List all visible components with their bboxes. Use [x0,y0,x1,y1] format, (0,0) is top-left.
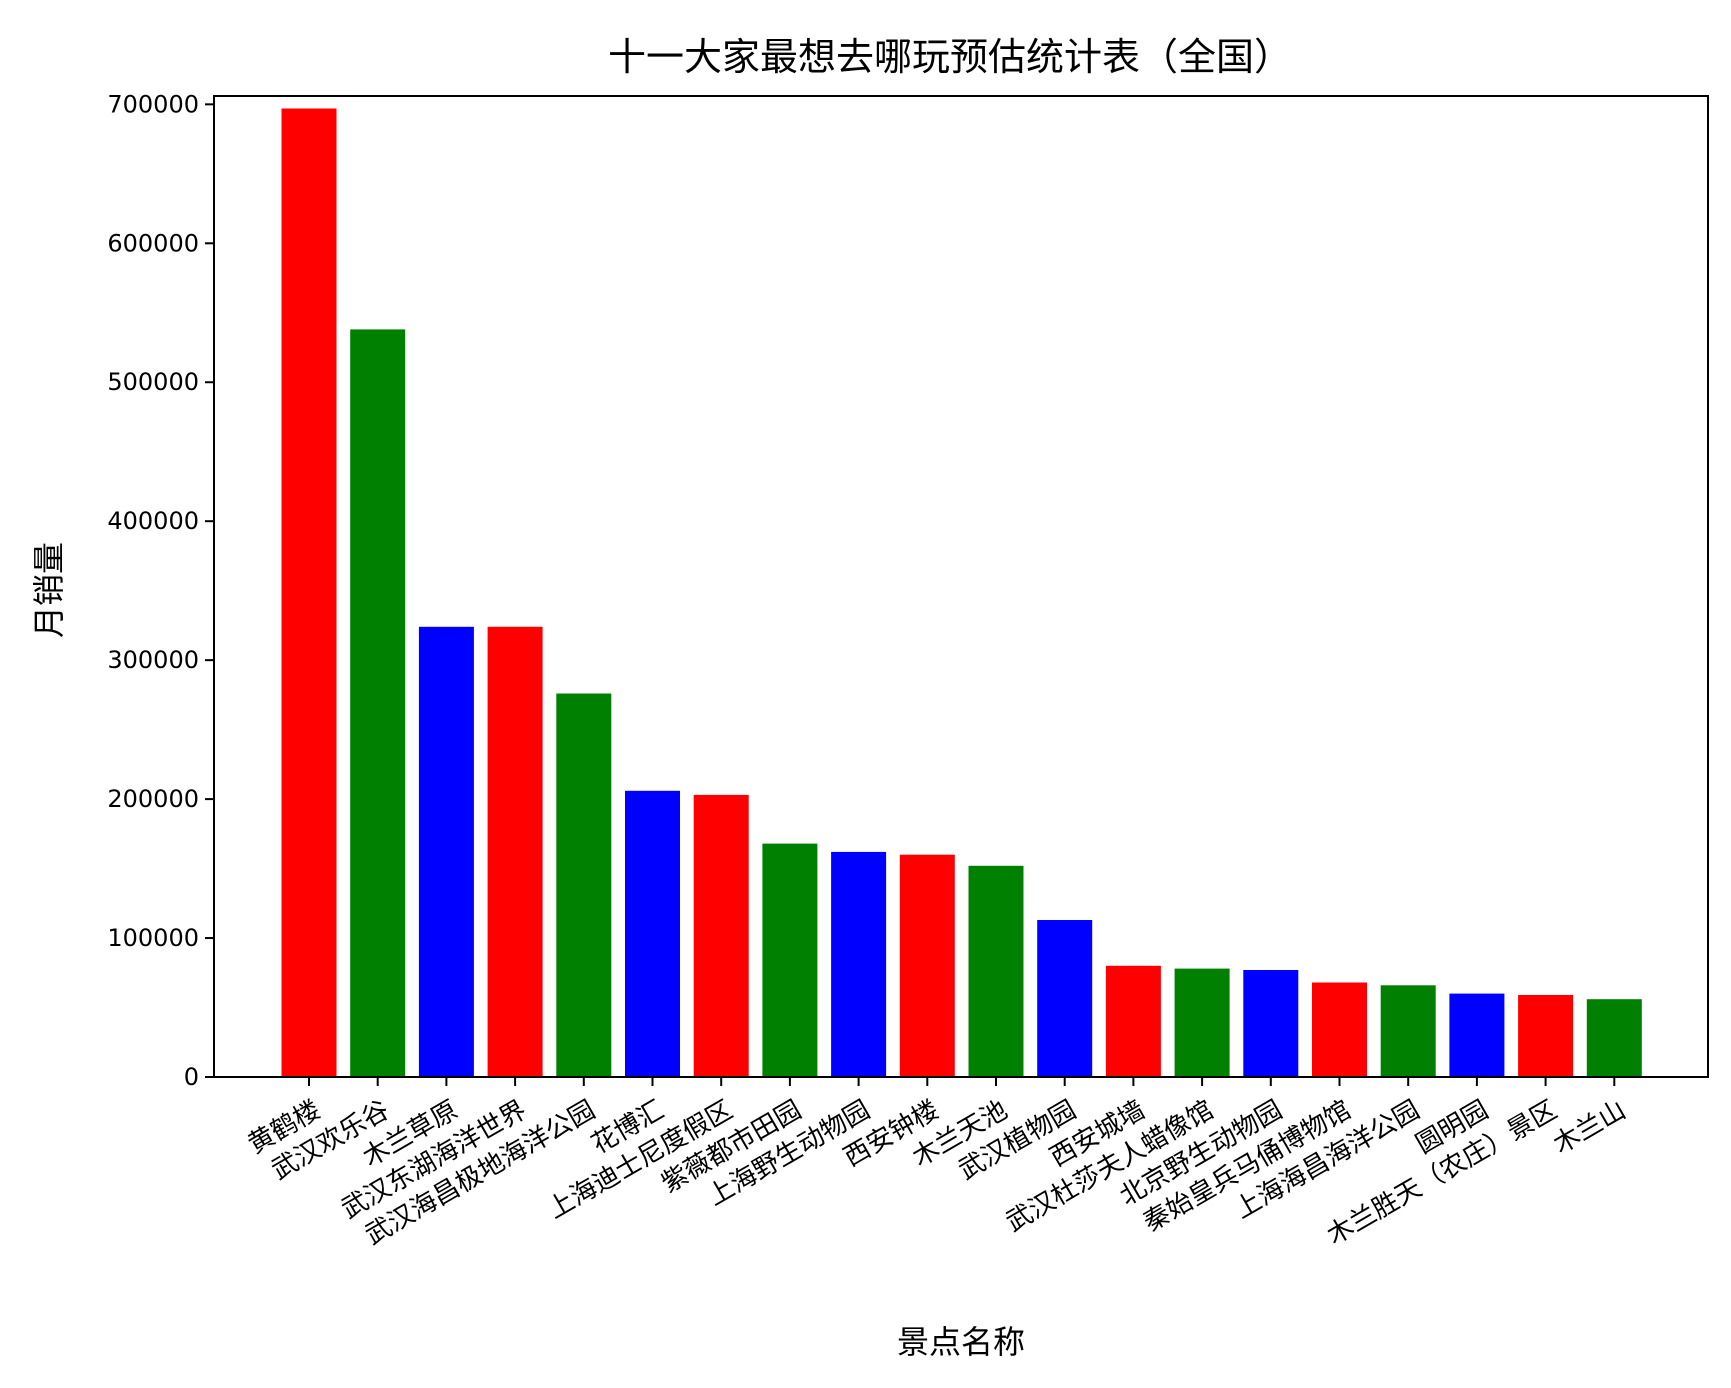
y-tick-label: 400000 [107,507,199,535]
plot-frame [213,95,1709,1078]
bar-9 [831,851,887,1077]
bar-15 [1243,970,1299,1077]
bar-13 [1105,965,1161,1077]
bar-3 [418,626,474,1077]
y-axis-label: 月销量 [30,542,68,638]
bar-1 [281,108,337,1077]
y-tick-label: 0 [184,1063,199,1091]
bar-16 [1312,982,1367,1077]
bar-2 [350,329,406,1077]
y-axis: 0 100000 200000 300000 400000 500000 600000 700… [107,90,214,1091]
y-tick-label: 100000 [107,924,199,952]
y-tick-label: 300000 [107,646,199,674]
bar-7 [693,794,749,1077]
bar-12 [1037,920,1093,1077]
bar-19 [1518,995,1574,1077]
x-axis-label: 景点名称 [897,1323,1025,1361]
bar-8 [762,843,818,1077]
bar-14 [1174,968,1230,1077]
bar-6 [625,790,680,1077]
y-tick-label: 500000 [107,368,199,396]
bar-5 [556,693,612,1077]
y-tick-label: 700000 [107,90,199,118]
bar-10 [899,854,955,1077]
x-tick-label: 木兰山 [1548,1095,1631,1160]
bar-17 [1380,985,1436,1077]
x-axis: 黄鹤楼武汉欢乐谷木兰草原武汉东湖海洋世界武汉海昌极地海洋公园花博汇上海迪士尼度假… [243,1077,1631,1251]
y-tick-label: 600000 [107,229,199,257]
bar-11 [968,865,1024,1077]
y-tick-label: 200000 [107,785,199,813]
bar-18 [1449,993,1505,1077]
bar-4 [487,626,543,1077]
chart-title: 十一大家最想去哪玩预估统计表（全国） [608,35,1292,79]
bar-series [281,108,1642,1077]
bar-20 [1586,999,1642,1077]
